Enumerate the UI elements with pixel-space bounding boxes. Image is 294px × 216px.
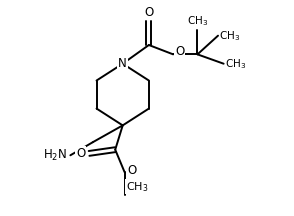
Text: CH$_3$: CH$_3$ bbox=[187, 14, 208, 28]
Text: O: O bbox=[76, 147, 85, 160]
Text: CH$_3$: CH$_3$ bbox=[126, 180, 148, 194]
Text: H$_2$N: H$_2$N bbox=[44, 148, 68, 163]
Text: O: O bbox=[175, 45, 184, 58]
Text: O: O bbox=[127, 164, 137, 177]
Text: N: N bbox=[118, 57, 127, 70]
Text: O: O bbox=[144, 6, 153, 19]
Text: CH$_3$: CH$_3$ bbox=[225, 57, 246, 71]
Text: CH$_3$: CH$_3$ bbox=[219, 29, 240, 43]
